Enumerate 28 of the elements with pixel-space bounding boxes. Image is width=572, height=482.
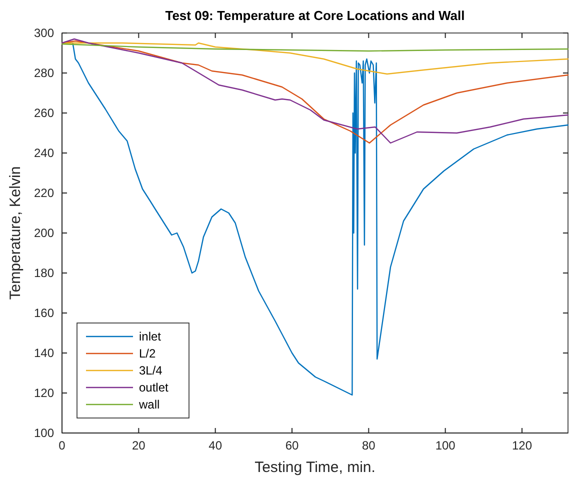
y-axis-title: Temperature, Kelvin (7, 166, 24, 300)
y-tick-label: 280 (34, 66, 54, 80)
x-axis-title: Testing Time, min. (254, 459, 376, 476)
chart-title: Test 09: Temperature at Core Locations and Wall (165, 8, 465, 23)
x-tick-label: 100 (435, 438, 456, 453)
y-tick-label: 180 (34, 266, 54, 280)
y-tick-label: 300 (34, 26, 54, 40)
y-tick-label: 160 (34, 306, 54, 320)
y-tick-label: 240 (34, 146, 54, 160)
legend-label: wall (138, 398, 160, 412)
x-tick-label: 80 (362, 438, 376, 453)
legend-label: inlet (139, 330, 162, 344)
y-tick-label: 140 (34, 346, 54, 360)
x-tick-label: 60 (285, 438, 299, 453)
line-series (61, 42, 569, 75)
x-tick-label: 40 (208, 438, 222, 453)
x-tick-label: 120 (512, 438, 532, 453)
y-tick-label: 120 (34, 386, 54, 400)
x-tick-label: 0 (58, 438, 66, 453)
x-tick-label: 20 (132, 438, 146, 453)
y-tick-label: 200 (34, 226, 54, 240)
line-series (61, 43, 569, 52)
y-tick-label: 220 (34, 186, 54, 200)
legend-label: outlet (139, 380, 170, 394)
legend-label: L/2 (139, 346, 156, 360)
y-tick-label: 260 (34, 106, 54, 120)
legend-label: 3L/4 (139, 364, 163, 378)
y-tick-label: 100 (34, 426, 54, 440)
